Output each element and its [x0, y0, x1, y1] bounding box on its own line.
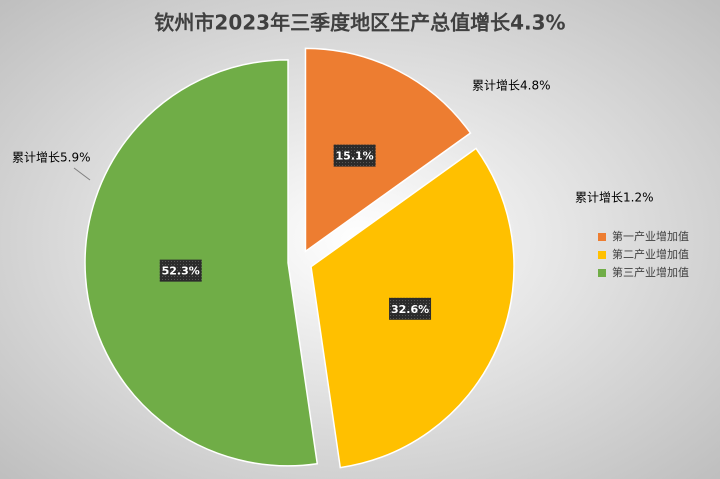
leader-line [73, 167, 91, 181]
data-label: 32.6% [391, 303, 429, 316]
legend-label[interactable]: 第三产业增加值 [612, 265, 689, 279]
legend-label[interactable]: 第二产业增加值 [612, 247, 689, 261]
data-label-box [159, 259, 202, 282]
chart-title: 钦州市2023年三季度地区生产总值增长4.3% [154, 11, 565, 35]
data-label-box [333, 144, 376, 167]
legend-label[interactable]: 第一产业增加值 [612, 229, 689, 243]
legend-marker[interactable] [598, 233, 606, 241]
annotation: 累计增长5.9% [12, 151, 91, 165]
data-label-box [389, 297, 432, 320]
annotation: 累计增长1.2% [575, 191, 654, 205]
legend-marker[interactable] [598, 251, 606, 259]
annotation: 累计增长4.8% [472, 79, 551, 93]
data-label: 15.1% [336, 150, 374, 163]
legend-marker[interactable] [598, 269, 606, 277]
data-label: 52.3% [162, 265, 200, 278]
pie-slice [304, 47, 472, 253]
